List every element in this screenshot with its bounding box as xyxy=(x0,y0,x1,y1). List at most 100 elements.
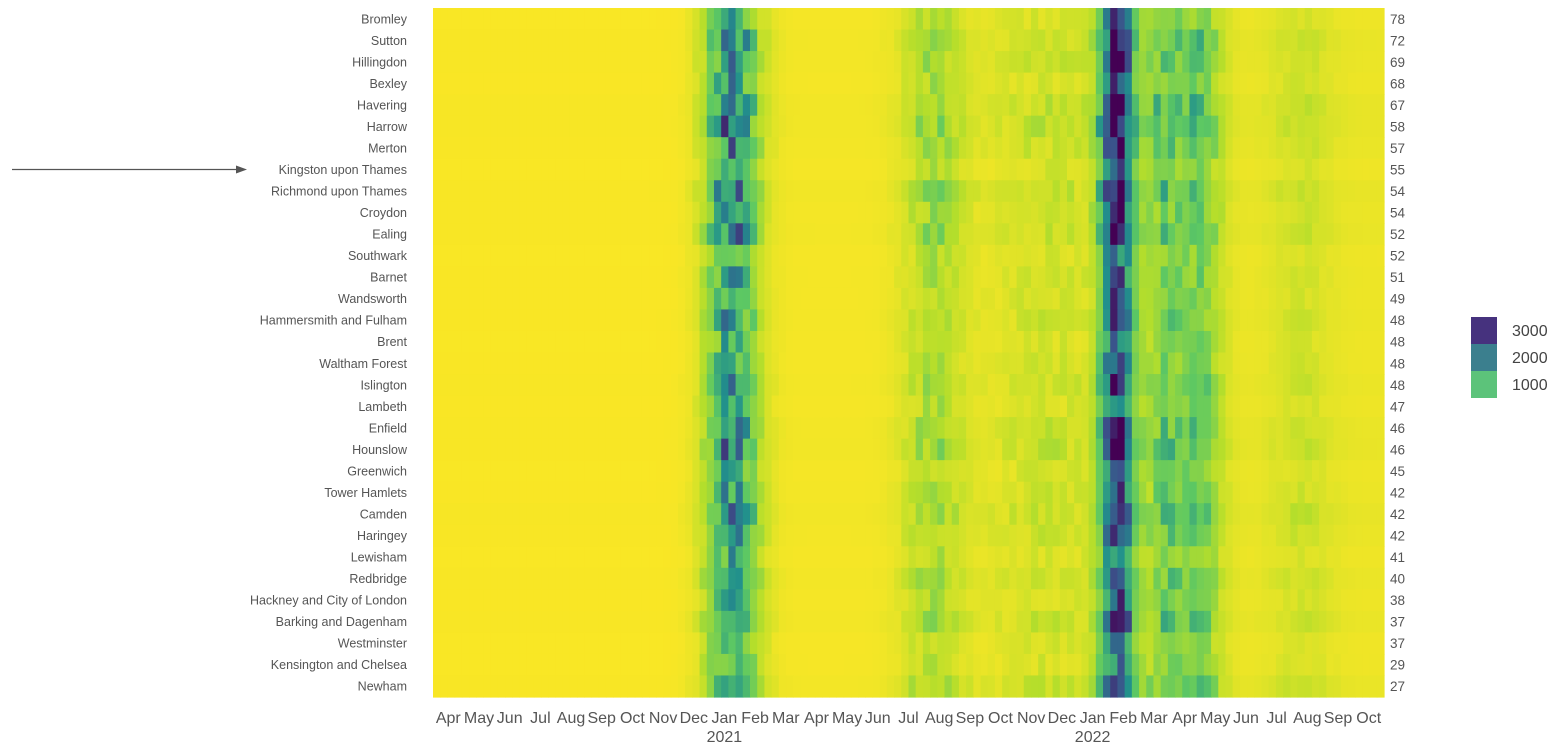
heatmap-cell xyxy=(526,524,535,547)
heatmap-cell xyxy=(677,115,686,138)
heatmap-cell xyxy=(634,417,643,440)
heatmap-cell xyxy=(750,287,758,311)
heatmap-cell xyxy=(555,180,564,203)
heatmap-cell xyxy=(1275,244,1284,267)
heatmap-cell xyxy=(1376,8,1385,31)
heatmap-cell xyxy=(721,374,729,397)
heatmap-cell xyxy=(490,94,499,117)
heatmap-cell xyxy=(793,546,802,569)
heatmap-cell xyxy=(865,632,874,655)
heatmap-cell xyxy=(865,94,874,117)
heatmap-cell xyxy=(937,546,946,569)
heatmap-cell xyxy=(1081,417,1090,440)
heatmap-cell xyxy=(699,29,708,52)
heatmap-cell xyxy=(901,610,910,634)
x-tick-label: Jul xyxy=(1266,710,1286,727)
heatmap-cell xyxy=(490,158,499,181)
heatmap-cell xyxy=(663,632,672,655)
heatmap-cell xyxy=(461,223,470,246)
heatmap-cell xyxy=(1117,29,1126,52)
heatmap-cell xyxy=(454,115,463,138)
heatmap-cell xyxy=(850,266,859,289)
legend-label: 1000 xyxy=(1512,377,1548,394)
heatmap-cell xyxy=(951,158,960,181)
heatmap-cell xyxy=(627,72,636,95)
heatmap-cell xyxy=(634,675,643,698)
heatmap-cell xyxy=(677,201,686,224)
heatmap-cell xyxy=(786,653,794,677)
heatmap-cell xyxy=(1297,546,1306,569)
heatmap-cell xyxy=(454,244,463,267)
heatmap-cell xyxy=(685,589,693,612)
heatmap-cell xyxy=(1189,417,1198,440)
heatmap-cell xyxy=(822,266,830,289)
heatmap-cell xyxy=(1153,438,1162,461)
row-label: Hackney and City of London xyxy=(250,594,407,608)
heatmap-cell xyxy=(879,94,888,117)
heatmap-cell xyxy=(1218,137,1227,160)
heatmap-cell xyxy=(461,503,470,526)
heatmap-cell xyxy=(706,8,715,31)
heatmap-cell xyxy=(958,503,967,526)
heatmap-cell xyxy=(728,180,737,203)
heatmap-cell xyxy=(879,244,888,267)
heatmap-cell xyxy=(1117,51,1126,74)
heatmap-cell xyxy=(613,201,621,224)
heatmap-cell xyxy=(670,72,679,95)
heatmap-cell xyxy=(1189,438,1198,461)
heatmap-cell xyxy=(1167,29,1176,52)
heatmap-cell xyxy=(1376,244,1385,267)
heatmap-cell xyxy=(1362,266,1371,289)
heatmap-cell xyxy=(1038,29,1046,52)
heatmap-cell xyxy=(944,567,953,590)
heatmap-cell xyxy=(771,223,780,246)
heatmap-cell xyxy=(771,244,780,267)
heatmap-cell xyxy=(886,460,895,483)
heatmap-cell xyxy=(505,244,513,267)
heatmap-cell xyxy=(469,632,477,655)
heatmap-cell xyxy=(793,287,802,311)
heatmap-cell xyxy=(490,223,499,246)
heatmap-cell xyxy=(1067,51,1075,74)
heatmap-cell xyxy=(843,675,852,698)
heatmap-cell xyxy=(742,94,751,117)
heatmap-cell xyxy=(843,417,852,440)
heatmap-cell xyxy=(1326,51,1335,74)
heatmap-cell xyxy=(742,266,751,289)
heatmap-cell xyxy=(634,137,643,160)
heatmap-cell xyxy=(750,309,758,332)
heatmap-cell xyxy=(1095,201,1104,224)
heatmap-cell xyxy=(1283,653,1291,677)
heatmap-cell xyxy=(548,201,557,224)
heatmap-cell xyxy=(1369,180,1378,203)
heatmap-cell xyxy=(1117,8,1126,31)
heatmap-cell xyxy=(1340,481,1349,504)
heatmap-cell xyxy=(713,632,722,655)
heatmap-cell xyxy=(922,158,931,181)
heatmap-cell xyxy=(1326,524,1335,547)
heatmap-cell xyxy=(1146,374,1155,397)
heatmap-cell xyxy=(512,94,521,117)
heatmap-cell xyxy=(1117,567,1126,590)
heatmap-cell xyxy=(1225,546,1234,569)
heatmap-cell xyxy=(605,330,614,354)
heatmap-cell xyxy=(1139,244,1147,267)
heatmap-cell xyxy=(1376,632,1385,655)
heatmap-cell xyxy=(1095,29,1104,52)
heatmap-cell xyxy=(620,352,629,375)
heatmap-cell xyxy=(1110,632,1119,655)
heatmap-cell xyxy=(692,201,701,224)
heatmap-cell xyxy=(1369,438,1378,461)
heatmap-cell xyxy=(1319,309,1327,332)
heatmap-cell xyxy=(764,417,773,440)
row-value-label: 49 xyxy=(1390,292,1405,307)
heatmap-cell xyxy=(526,395,535,418)
heatmap-cell xyxy=(706,51,715,74)
heatmap-cell xyxy=(843,610,852,634)
row-value-label: 48 xyxy=(1390,335,1405,350)
heatmap-cell xyxy=(1074,546,1082,569)
heatmap-cell xyxy=(1052,503,1061,526)
heatmap-cell xyxy=(1175,567,1183,590)
heatmap-cell xyxy=(433,51,441,74)
heatmap-cell xyxy=(1081,223,1090,246)
